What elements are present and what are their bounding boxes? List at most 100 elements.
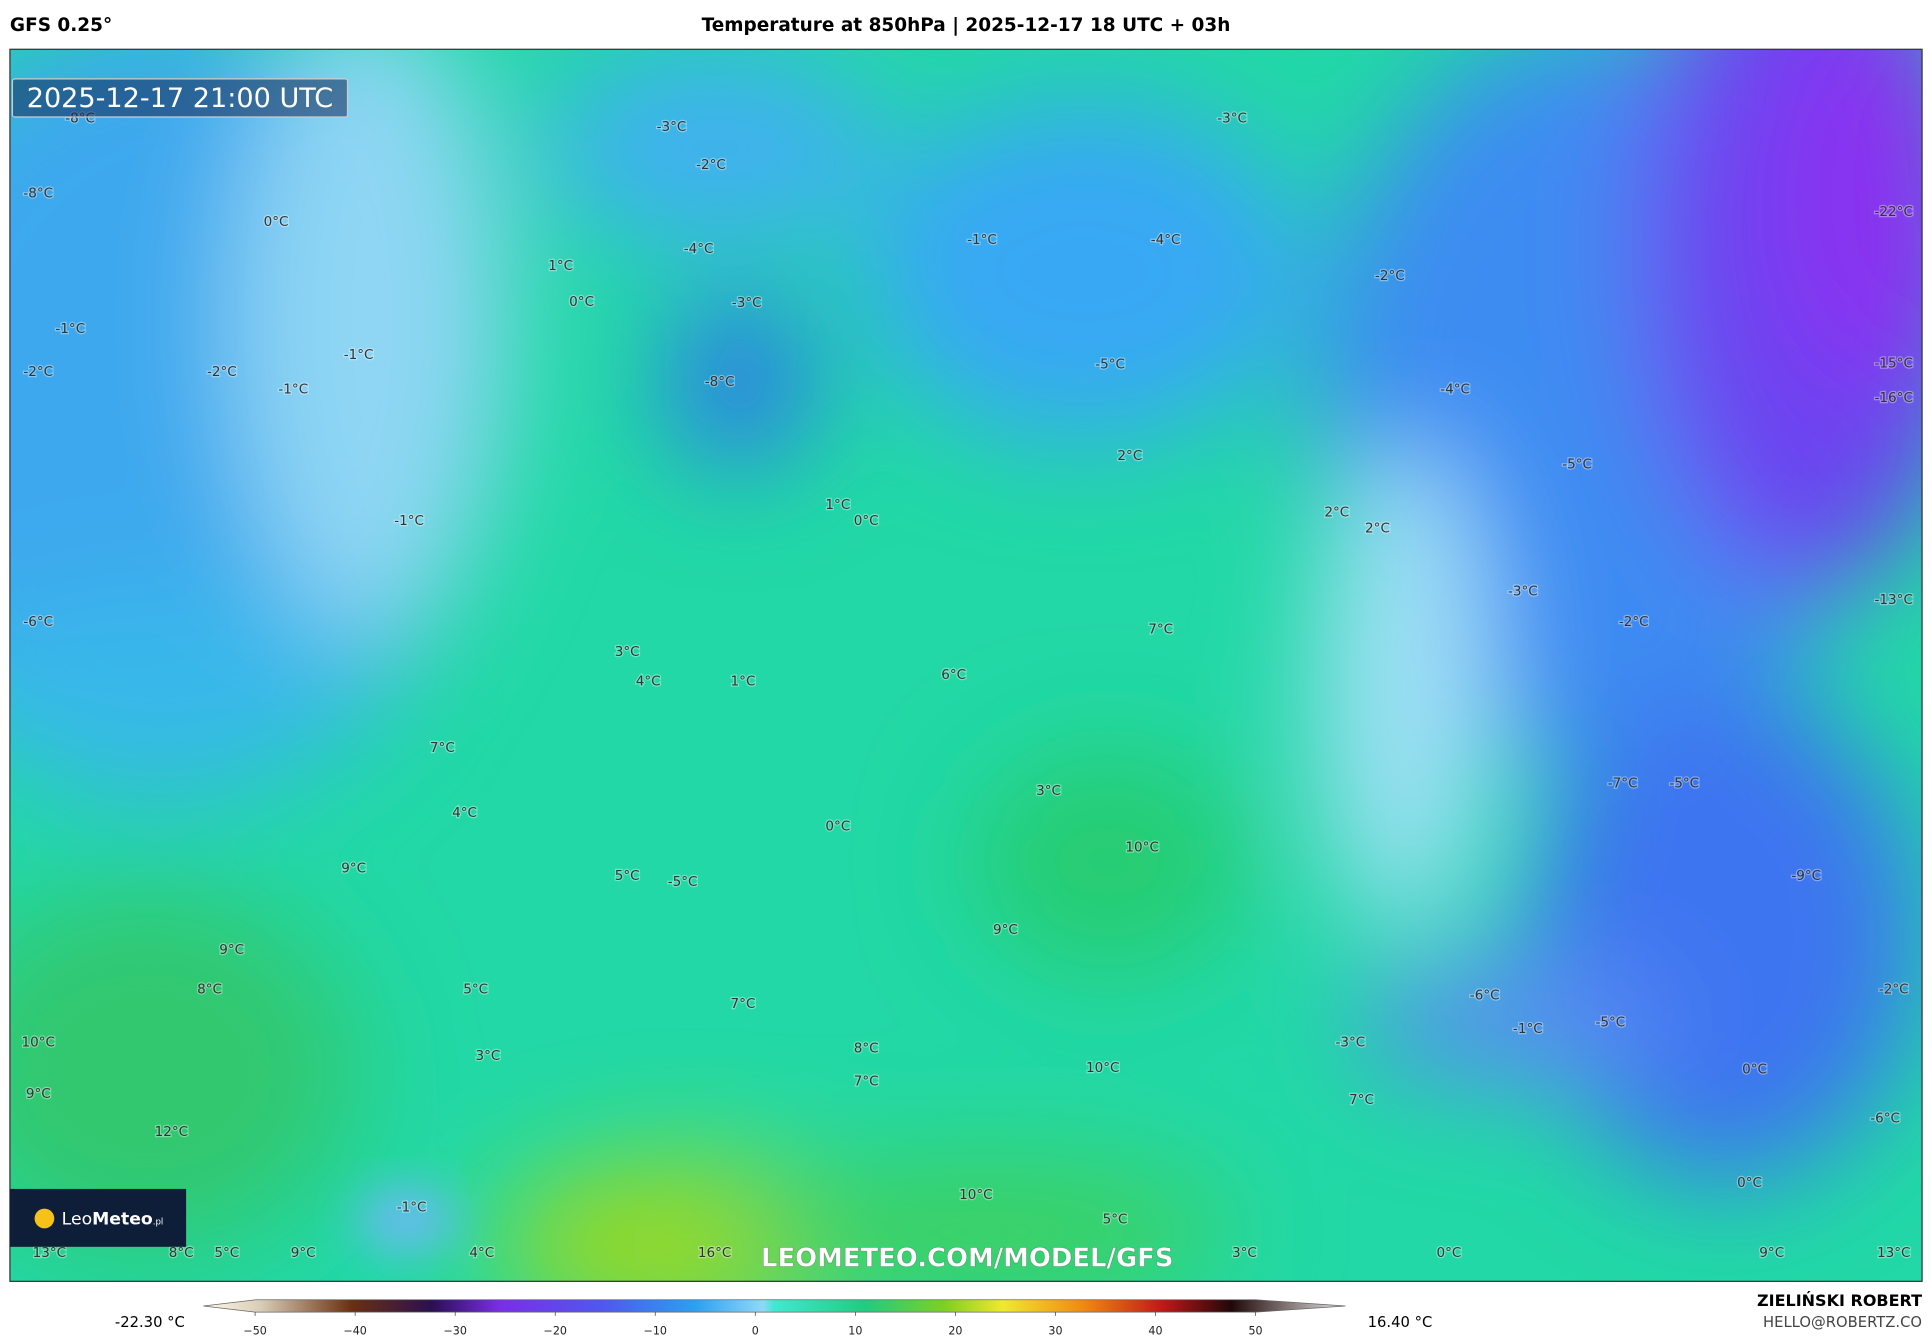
- temperature-label: -1°C: [278, 381, 308, 397]
- temperature-label: -16°C: [1875, 390, 1913, 406]
- temperature-label: 0°C: [569, 294, 594, 310]
- temperature-label: 1°C: [825, 497, 850, 513]
- temperature-label: 9°C: [219, 942, 244, 958]
- colorbar-tick-label: −50: [243, 1324, 266, 1337]
- temperature-label: -4°C: [1151, 232, 1181, 248]
- temperature-label: 8°C: [854, 1040, 879, 1056]
- temperature-label: 5°C: [1103, 1212, 1128, 1228]
- temperature-label: 4°C: [469, 1245, 494, 1261]
- temperature-label: 10°C: [1086, 1060, 1119, 1076]
- temperature-label: -2°C: [1375, 268, 1405, 284]
- colorbar-tick-label: 50: [1248, 1324, 1262, 1337]
- temperature-label: 5°C: [214, 1245, 239, 1261]
- temperature-label: 6°C: [941, 667, 966, 683]
- temperature-label: -2°C: [207, 364, 237, 380]
- temperature-label: -2°C: [1619, 614, 1649, 630]
- temperature-label: 8°C: [169, 1245, 194, 1261]
- temperature-label: -2°C: [23, 364, 53, 380]
- temperature-label: -2°C: [696, 157, 726, 173]
- temperature-label: 5°C: [615, 868, 640, 884]
- logo-sun: [34, 1208, 55, 1229]
- temperature-label: -1°C: [394, 513, 424, 529]
- temperature-label: -1°C: [55, 321, 85, 337]
- legend-min: -22.30 °C: [115, 1314, 185, 1331]
- timestamp-box: [11, 78, 349, 118]
- temperature-labels: -8°C -3°C -2°C -3°C -8°C 0°C -1°C -4°C -22°C -4°C…: [20, 109, 1914, 1262]
- temperature-label: 7°C: [1148, 622, 1173, 638]
- temperature-label: 12°C: [155, 1124, 188, 1140]
- temperature-label: -15°C: [1875, 355, 1913, 371]
- temperature-label: 3°C: [615, 644, 640, 660]
- temperature-label: 10°C: [959, 1187, 992, 1203]
- temperature-label: 10°C: [22, 1034, 55, 1050]
- colorbar-tick-label: −40: [343, 1324, 366, 1337]
- temperature-label: 13°C: [1877, 1245, 1910, 1261]
- temperature-label: 0°C: [1737, 1175, 1762, 1191]
- credit-name: ZIELIŃSKI ROBERT: [1757, 1291, 1922, 1310]
- temperature-label: 9°C: [1759, 1245, 1784, 1261]
- colorbar-ticks: −50 −40 −30 −20 −10 0 10 20 30 40 50: [243, 1312, 1263, 1337]
- colorbar: [203, 1299, 1346, 1313]
- colorbar-tick-label: 40: [1148, 1324, 1162, 1337]
- temperature-label: -3°C: [1217, 110, 1247, 126]
- temperature-label: -7°C: [1608, 776, 1638, 792]
- temperature-label: -13°C: [1875, 592, 1913, 608]
- temperature-label: -1°C: [1513, 1021, 1543, 1037]
- temperature-label: 9°C: [341, 861, 366, 877]
- temperature-label: -1°C: [344, 347, 374, 363]
- temperature-label: 0°C: [264, 214, 289, 230]
- colorbar-tick-label: 20: [948, 1324, 962, 1337]
- temperature-label: -1°C: [397, 1199, 427, 1215]
- temperature-label: 0°C: [1437, 1245, 1462, 1261]
- colorbar-tick-label: −20: [544, 1324, 567, 1337]
- temperature-label: -4°C: [684, 241, 714, 257]
- temperature-label: 7°C: [430, 740, 455, 756]
- temperature-label: 16°C: [698, 1245, 731, 1261]
- map-frame: [9, 48, 1923, 1282]
- temperature-label: -2°C: [1879, 981, 1909, 997]
- colorbar-tick-label: 0: [752, 1324, 759, 1337]
- temperature-label: 3°C: [1232, 1245, 1257, 1261]
- credit-email: HELLO@ROBERTZ.CO: [1763, 1314, 1922, 1331]
- temperature-label: -6°C: [1870, 1111, 1900, 1127]
- temperature-label: 4°C: [636, 673, 661, 689]
- temperature-label: -5°C: [1669, 776, 1699, 792]
- temperature-label: 7°C: [731, 996, 756, 1012]
- temperature-label: -9°C: [1791, 868, 1821, 884]
- temperature-label: -3°C: [1508, 583, 1538, 599]
- temperature-label: 7°C: [1349, 1092, 1374, 1108]
- temperature-label: 9°C: [993, 922, 1018, 938]
- temperature-label: 8°C: [197, 981, 222, 997]
- temperature-label: 7°C: [854, 1074, 879, 1090]
- temperature-label: 0°C: [854, 513, 879, 529]
- temperature-label: -5°C: [1095, 357, 1125, 373]
- temperature-label: -5°C: [1595, 1015, 1625, 1031]
- colorbar-tick-label: −30: [443, 1324, 466, 1337]
- temperature-label: 3°C: [1036, 783, 1061, 799]
- temperature-label: -3°C: [1336, 1034, 1366, 1050]
- temperature-label: -4°C: [1440, 381, 1470, 397]
- temperature-label: -8°C: [705, 374, 735, 390]
- temperature-label: 2°C: [1365, 521, 1390, 537]
- temperature-label: 3°C: [476, 1048, 501, 1064]
- legend-max: 16.40 °C: [1368, 1314, 1433, 1331]
- temperature-label: -5°C: [1562, 456, 1592, 472]
- watermark: LEOMETEO.COM/MODEL/GFS: [761, 1244, 1174, 1274]
- temperature-label: 2°C: [1324, 505, 1349, 521]
- temperature-label: -8°C: [23, 185, 53, 201]
- temperature-label: 9°C: [291, 1245, 316, 1261]
- temperature-label: 13°C: [33, 1245, 66, 1261]
- temperature-label: 10°C: [1125, 840, 1158, 856]
- colorbar-tick-label: 30: [1048, 1324, 1062, 1337]
- temperature-label: -5°C: [668, 874, 698, 890]
- model-name: GFS 0.25°: [10, 15, 112, 36]
- temperature-label: 0°C: [825, 819, 850, 835]
- temperature-label: -22°C: [1875, 204, 1913, 220]
- temperature-label: -3°C: [657, 119, 687, 135]
- map-title: Temperature at 850hPa | 2025-12-17 18 UT…: [702, 15, 1231, 36]
- temperature-label: 0°C: [1742, 1061, 1767, 1077]
- colorbar-tick-label: −10: [644, 1324, 667, 1337]
- colorbar-tick-label: 10: [848, 1324, 862, 1337]
